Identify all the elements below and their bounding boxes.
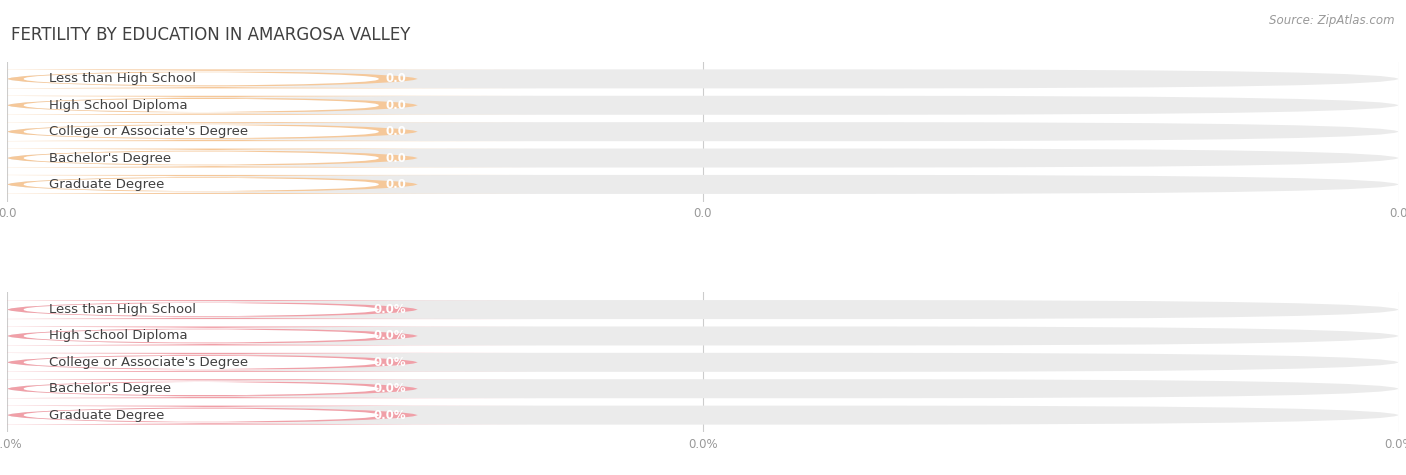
- FancyBboxPatch shape: [0, 408, 413, 423]
- Text: High School Diploma: High School Diploma: [49, 99, 187, 112]
- Text: Less than High School: Less than High School: [49, 72, 195, 86]
- FancyBboxPatch shape: [0, 149, 536, 168]
- FancyBboxPatch shape: [7, 300, 1399, 319]
- Text: 0.0: 0.0: [385, 178, 406, 191]
- FancyBboxPatch shape: [0, 122, 536, 141]
- Text: 0.0%: 0.0%: [374, 356, 406, 369]
- FancyBboxPatch shape: [0, 381, 413, 396]
- Text: 0.0%: 0.0%: [374, 303, 406, 316]
- FancyBboxPatch shape: [7, 326, 1399, 345]
- FancyBboxPatch shape: [0, 177, 413, 192]
- Text: 0.0%: 0.0%: [374, 382, 406, 395]
- FancyBboxPatch shape: [7, 353, 1399, 372]
- Text: 0.0: 0.0: [385, 152, 406, 164]
- FancyBboxPatch shape: [0, 69, 536, 88]
- Text: 0.0%: 0.0%: [374, 330, 406, 342]
- Text: High School Diploma: High School Diploma: [49, 330, 187, 342]
- FancyBboxPatch shape: [0, 151, 413, 166]
- Text: FERTILITY BY EDUCATION IN AMARGOSA VALLEY: FERTILITY BY EDUCATION IN AMARGOSA VALLE…: [11, 26, 411, 44]
- FancyBboxPatch shape: [0, 355, 413, 370]
- Text: Bachelor's Degree: Bachelor's Degree: [49, 152, 172, 164]
- Text: Bachelor's Degree: Bachelor's Degree: [49, 382, 172, 395]
- Text: 0.0: 0.0: [385, 72, 406, 86]
- Text: College or Associate's Degree: College or Associate's Degree: [49, 356, 247, 369]
- FancyBboxPatch shape: [0, 124, 413, 139]
- FancyBboxPatch shape: [0, 328, 413, 343]
- FancyBboxPatch shape: [0, 326, 536, 345]
- Text: Less than High School: Less than High School: [49, 303, 195, 316]
- FancyBboxPatch shape: [0, 71, 413, 86]
- FancyBboxPatch shape: [7, 379, 1399, 398]
- Text: College or Associate's Degree: College or Associate's Degree: [49, 125, 247, 138]
- FancyBboxPatch shape: [0, 96, 536, 115]
- Text: 0.0: 0.0: [385, 125, 406, 138]
- FancyBboxPatch shape: [0, 300, 536, 319]
- FancyBboxPatch shape: [0, 353, 536, 372]
- FancyBboxPatch shape: [7, 175, 1399, 194]
- FancyBboxPatch shape: [0, 98, 413, 113]
- Text: Graduate Degree: Graduate Degree: [49, 408, 165, 422]
- FancyBboxPatch shape: [0, 406, 536, 425]
- FancyBboxPatch shape: [7, 122, 1399, 141]
- FancyBboxPatch shape: [0, 175, 536, 194]
- FancyBboxPatch shape: [7, 69, 1399, 88]
- FancyBboxPatch shape: [0, 379, 536, 398]
- Text: 0.0: 0.0: [385, 99, 406, 112]
- Text: Source: ZipAtlas.com: Source: ZipAtlas.com: [1270, 14, 1395, 27]
- FancyBboxPatch shape: [0, 302, 413, 317]
- Text: 0.0%: 0.0%: [374, 408, 406, 422]
- FancyBboxPatch shape: [7, 406, 1399, 425]
- FancyBboxPatch shape: [7, 149, 1399, 168]
- Text: Graduate Degree: Graduate Degree: [49, 178, 165, 191]
- FancyBboxPatch shape: [7, 96, 1399, 115]
